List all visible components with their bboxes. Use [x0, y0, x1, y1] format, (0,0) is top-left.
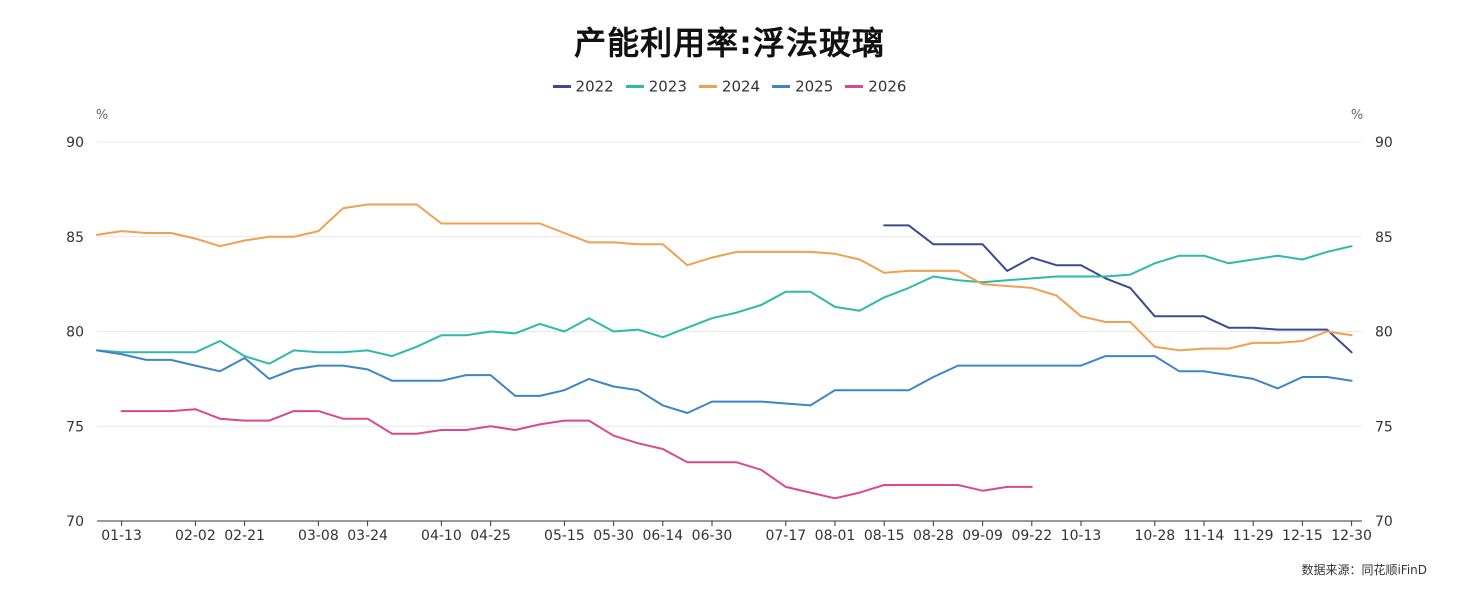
x-tick-label: 10-28: [1134, 528, 1175, 544]
y-tick-label-right: 75: [1375, 419, 1393, 435]
x-tick-label: 09-22: [1011, 528, 1052, 544]
series-line-2023: [96, 245, 1353, 365]
legend-item-2023[interactable]: 2023: [625, 77, 687, 96]
x-tick-label: 12-15: [1282, 528, 1323, 544]
legend-swatch: [625, 85, 644, 88]
legend-swatch: [698, 85, 717, 88]
x-tick-label: 08-01: [815, 528, 856, 544]
x-tick-label: 09-09: [962, 528, 1003, 544]
y-tick-label-right: 90: [1375, 135, 1393, 151]
legend-label: 2026: [868, 77, 907, 96]
x-tick-label: 03-24: [347, 528, 388, 544]
x-tick-label: 12-30: [1331, 528, 1372, 544]
x-tick-label: 02-02: [175, 528, 216, 544]
y-tick-label-left: 70: [66, 514, 84, 530]
legend-label: 2025: [795, 77, 834, 96]
legend-item-2024[interactable]: 2024: [698, 77, 761, 96]
x-tick-label: 08-28: [913, 528, 954, 544]
x-tick-label: 06-30: [692, 528, 733, 544]
legend-item-2026[interactable]: 2026: [845, 77, 906, 96]
chart-title: 产能利用率:浮法玻璃: [574, 24, 885, 62]
y-tick-label-left: 90: [66, 135, 84, 151]
y-unit-left: %: [96, 108, 108, 123]
legend-swatch: [552, 85, 571, 88]
y-tick-label-right: 85: [1375, 230, 1393, 246]
y-tick-label-right: 70: [1375, 514, 1393, 530]
legend-label: 2024: [721, 77, 761, 96]
x-tick-label: 05-30: [593, 528, 634, 544]
x-tick-label: 07-17: [765, 528, 806, 544]
y-tick-label-left: 75: [66, 419, 84, 435]
series-line-2022: [883, 224, 1353, 354]
y-tick-label-left: 85: [66, 230, 84, 246]
legend-swatch: [845, 85, 864, 88]
x-tick-label: 10-13: [1061, 528, 1102, 544]
x-tick-label: 08-15: [864, 528, 905, 544]
legend-item-2022[interactable]: 2022: [552, 77, 614, 96]
x-tick-label: 05-15: [544, 528, 585, 544]
legend-item-2025[interactable]: 2025: [772, 77, 833, 96]
x-tick-label: 03-08: [298, 528, 339, 544]
legend-label: 2023: [648, 77, 687, 96]
legend-swatch: [772, 85, 791, 88]
x-tick-label: 11-29: [1233, 528, 1274, 544]
series-line-2025: [96, 349, 1353, 414]
legend-label: 2022: [575, 77, 614, 96]
x-tick-label: 01-13: [101, 528, 142, 544]
x-tick-label: 06-14: [642, 528, 683, 544]
series-line-2026: [120, 408, 1033, 500]
y-tick-label-right: 80: [1375, 325, 1393, 341]
data-source-note: 数据来源：同花顺iFinD: [1301, 563, 1427, 577]
x-tick-label: 11-14: [1184, 528, 1225, 544]
y-unit-right: %: [1351, 108, 1363, 123]
x-tick-label: 04-25: [470, 528, 511, 544]
x-tick-label: 04-10: [421, 528, 462, 544]
chart-legend: 2022 2023 2024 2025 2026: [0, 77, 1459, 96]
series-line-2024: [96, 203, 1353, 352]
x-tick-label: 02-21: [224, 528, 265, 544]
y-tick-label-left: 80: [66, 325, 84, 341]
